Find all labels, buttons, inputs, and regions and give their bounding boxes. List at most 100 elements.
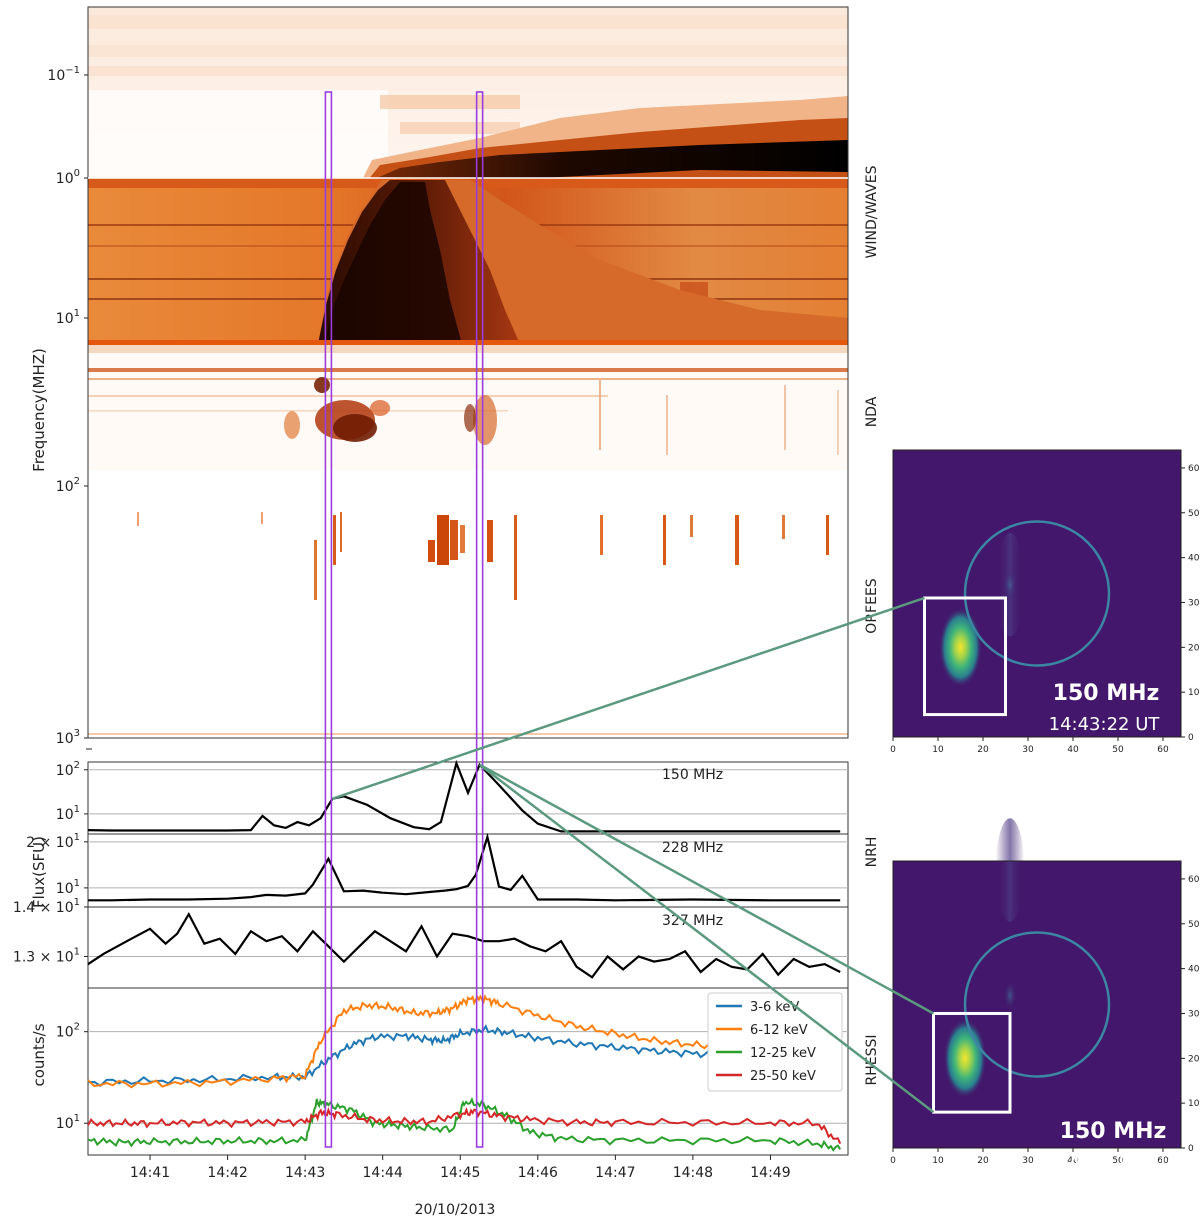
time-tick-label: 14:42 — [207, 1165, 247, 1181]
image-ytick-label: 60 — [1188, 464, 1200, 474]
rhessi-series-25-50 keV — [87, 1106, 842, 1145]
region-box — [932, 1011, 1012, 1114]
flux-ytick-label: 101 — [56, 804, 80, 823]
image-xtick-label: 50 — [1112, 1156, 1124, 1166]
connector-line-1 — [331, 596, 925, 800]
radio-source — [943, 1018, 987, 1099]
flux-ytick-label: 102 — [56, 760, 80, 779]
flux-panel-2: 101 2 × 101 — [26, 832, 849, 908]
image-ytick-label: 30 — [1188, 598, 1200, 608]
rhessi-series-12-25 keV — [87, 1096, 842, 1152]
dynamic-spectrum: 10−1 100 101 102 103 Frequency(MHZ) WIND… — [30, 6, 880, 750]
flux-label-228: 228 MHz — [662, 840, 723, 856]
image-xtick-label: 20 — [977, 745, 989, 755]
spectrum-frame — [87, 6, 849, 739]
instrument-label-wind-waves: WIND/WAVES — [864, 165, 880, 258]
image-xtick-label: 0 — [890, 1156, 896, 1166]
image-ytick-label: 30 — [1188, 1009, 1200, 1019]
freq-tick-1e0: 100 — [56, 168, 80, 187]
time-tick-label: 14:47 — [595, 1165, 635, 1181]
time-marker-1 — [324, 91, 333, 1148]
image-xtick-label: 0 — [890, 745, 896, 755]
image-xtick-label: 40 — [1067, 745, 1079, 755]
image-xtick-label: 60 — [1157, 1156, 1169, 1166]
flux-panel-frame — [87, 833, 849, 908]
secondary-source — [1003, 568, 1017, 601]
flux-ytick-label: 101 — [56, 878, 80, 897]
instrument-label-nda: NDA — [864, 396, 880, 427]
flux-ylabel: Flux(SFU) — [30, 836, 48, 908]
image-ytick-label: 20 — [1188, 643, 1200, 653]
image-ytick-label: 20 — [1188, 1054, 1200, 1064]
rhessi-ylabel: counts/s — [30, 1023, 48, 1086]
flux-line-228-MHz — [88, 832, 841, 902]
image-ytick-label: 50 — [1188, 509, 1200, 519]
spectrum-y-axis: 10−1 100 101 102 103 Frequency(MHZ) — [30, 65, 92, 750]
solar-disk-circle — [963, 931, 1111, 1078]
time-axis: 14:41 14:42 14:43 14:44 14:45 14:46 14:47 14:48… — [130, 1155, 791, 1181]
nrh-image-2: 0 10 20 30 40 50 60 0 10 20 30 40 50 60 — [890, 818, 1200, 1166]
time-tick-label: 14:44 — [363, 1165, 403, 1181]
solar-disk-circle — [963, 520, 1111, 667]
image-xtick-label: 30 — [1022, 1156, 1034, 1166]
legend-label-6-12: 6-12 keV — [750, 1023, 808, 1038]
secondary-source — [1003, 979, 1017, 1012]
image-xtick-label: 20 — [977, 1156, 989, 1166]
image-xtick-label: 50 — [1112, 745, 1124, 755]
flux-panel-frame — [87, 906, 849, 989]
time-tick-label: 14:45 — [440, 1165, 480, 1181]
connector-line-3 — [478, 763, 935, 1114]
rhessi-ytick-label: 101 — [56, 1113, 80, 1132]
rhessi-series-6-12 keV — [87, 994, 841, 1089]
image-xtick-label: 40 — [1067, 1156, 1079, 1166]
legend-label-3-6: 3-6 keV — [750, 1000, 799, 1015]
time-tick-label: 14:48 — [673, 1165, 713, 1181]
region-box — [923, 596, 1007, 717]
rhessi-ytick-label: 102 — [56, 1022, 80, 1041]
flux-ytick-label: 1.4 × 101 — [13, 897, 80, 916]
nrh-image-1-time: 14:43:22 UT — [1049, 714, 1161, 735]
flux-ytick-label: 1.3 × 101 — [13, 946, 80, 965]
time-marker-2 — [475, 91, 484, 1148]
legend-label-12-25: 12-25 keV — [750, 1046, 816, 1061]
instrument-label-rhessi: RHESSI — [864, 1034, 880, 1085]
nrh-image-2-freq: 150 MHz — [1060, 1119, 1167, 1144]
nrh-image-1: 0 10 20 30 40 50 60 0 10 20 30 40 50 60 — [890, 449, 1200, 755]
image-xtick-label: 60 — [1157, 745, 1169, 755]
image-background — [893, 450, 1181, 737]
image-ytick-label: 40 — [1188, 965, 1200, 975]
flux-panel-3: 1.3 × 101 1.4 × 101 — [13, 897, 849, 989]
time-tick-label: 14:49 — [750, 1165, 790, 1181]
flux-panels: 101 102 101 2 × 101 1.3 × 101 1.4 × 101 — [13, 759, 849, 989]
instrument-label-orfees: ORFEES — [864, 578, 880, 633]
freq-tick-1e2: 102 — [56, 476, 80, 495]
image-ytick-label: 10 — [1188, 1099, 1200, 1109]
flux-line-327-MHz — [87, 911, 841, 979]
image-ytick-label: 50 — [1188, 920, 1200, 930]
image-ytick-label: 10 — [1188, 688, 1200, 698]
image-xtick-label: 10 — [932, 745, 944, 755]
image-ytick-label: 60 — [1188, 875, 1200, 885]
flux-panel-frame — [87, 761, 849, 835]
image-background — [893, 861, 1181, 1148]
image-ytick-label: 0 — [1188, 1144, 1194, 1154]
flux-panel-1: 101 102 — [56, 759, 849, 835]
image-xtick-label: 10 — [932, 1156, 944, 1166]
rhessi-legend: 3-6 keV 6-12 keV 12-25 keV 25-50 keV — [707, 992, 843, 1092]
time-tick-label: 14:41 — [130, 1165, 170, 1181]
flux-label-150: 150 MHz — [662, 767, 723, 783]
image-ytick-label: 0 — [1188, 733, 1194, 743]
image-xtick-label: 30 — [1022, 745, 1034, 755]
time-tick-label: 14:43 — [285, 1165, 325, 1181]
image-frame — [892, 449, 1182, 738]
legend-label-25-50: 25-50 keV — [750, 1069, 816, 1084]
freq-tick-1e-1: 10−1 — [47, 65, 80, 84]
image-frame — [892, 860, 1182, 1149]
flux-ytick-label: 2 × 101 — [26, 832, 80, 851]
instrument-label-nrh: NRH — [864, 837, 880, 868]
nrh-image-1-freq: 150 MHz — [1053, 681, 1160, 706]
overlay-markers — [324, 91, 935, 1148]
freq-tick-1e1: 101 — [56, 308, 80, 327]
time-tick-label: 14:46 — [518, 1165, 558, 1181]
